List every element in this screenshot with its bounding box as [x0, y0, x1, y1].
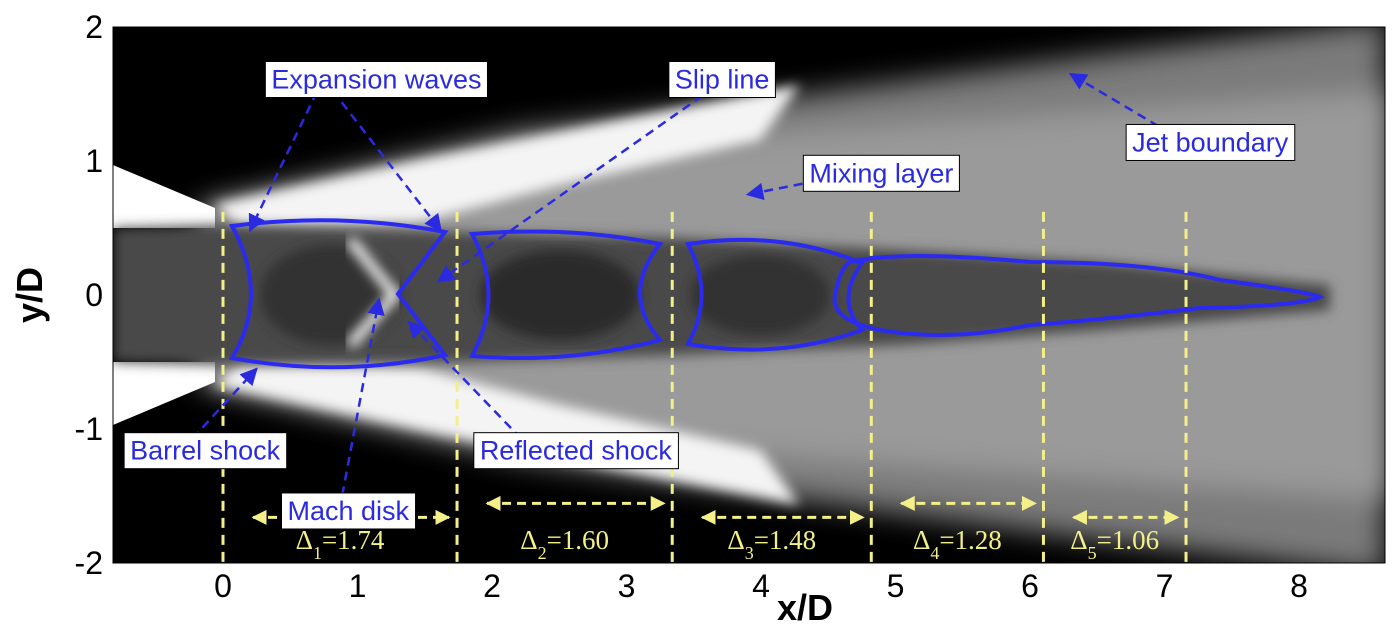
- y-axis-label: y/D: [9, 267, 50, 323]
- core-dark-cell: [260, 245, 400, 345]
- shock-cell-3: [684, 237, 866, 352]
- annotation: Barrel shock: [123, 367, 288, 470]
- y-tick-label: 1: [85, 143, 103, 179]
- annotation-label: Expansion waves: [271, 65, 481, 95]
- annotation: Jet boundary: [1068, 72, 1296, 161]
- shock-outlines: [228, 218, 1325, 370]
- core-dark-cell: [690, 255, 830, 335]
- annotation-box: [1125, 123, 1296, 161]
- y-axis: -2 -1 0 1 2: [75, 9, 103, 581]
- shock-cell-4: [832, 254, 1325, 337]
- annotation: Expansion waves: [248, 61, 488, 233]
- y-tick-label: 0: [85, 277, 103, 313]
- x-tick-label: 1: [349, 568, 367, 604]
- x-tick-label: 6: [1021, 568, 1039, 604]
- x-tick-label: 3: [618, 568, 636, 604]
- shock-cell-label: Δ1=1.74: [296, 525, 385, 563]
- annotations: Expansion waves Slip line Mixing layer Jet …: [123, 61, 1296, 530]
- contour-field: [113, 27, 1385, 563]
- shock-cell-2: [468, 229, 664, 360]
- annotation: Mixing layer: [745, 154, 960, 201]
- mach-disk-glow: [346, 236, 402, 349]
- annotation-arrow: [248, 77, 325, 233]
- shock-cell-label: Δ2=1.60: [520, 525, 609, 563]
- shock-cell-measurements: Δ1=1.74 Δ2=1.60 Δ3=1.48 Δ4=1.28 Δ5=1.06: [221, 211, 1188, 563]
- x-tick-label: 5: [887, 568, 905, 604]
- x-tick-label: 2: [483, 568, 501, 604]
- x-tick-label: 8: [1290, 568, 1308, 604]
- annotation-arrow: [338, 297, 385, 511]
- x-axis: 0 1 2 3 4 5 6 7 8: [214, 568, 1308, 604]
- x-tick-label: 4: [752, 568, 770, 604]
- annotation-label: Slip line: [675, 65, 770, 95]
- annotation-box: [264, 61, 488, 98]
- annotation-label: Reflected shock: [480, 436, 673, 466]
- x-tick-label: 0: [214, 568, 232, 604]
- x-axis-label: x/D: [777, 587, 833, 624]
- annotation: Slip line: [436, 61, 776, 283]
- annotation-arrow: [322, 77, 442, 233]
- annotation-label: Mixing layer: [809, 158, 953, 188]
- annotation-label: Barrel shock: [130, 436, 281, 466]
- x-tick-label: 7: [1156, 568, 1174, 604]
- mixing-layer-upper: [215, 85, 800, 228]
- annotation-label: Jet boundary: [1132, 127, 1289, 157]
- annotation-box: [473, 432, 679, 470]
- y-tick-label: 2: [85, 9, 103, 45]
- nozzle-lower: [113, 362, 215, 425]
- y-tick-label: -1: [75, 411, 103, 447]
- annotation-box: [668, 61, 776, 98]
- shock-cell-label: Δ5=1.06: [1070, 525, 1159, 563]
- shock-cell-label: Δ3=1.48: [727, 525, 816, 563]
- annotation-box: [123, 432, 288, 470]
- annotation-label: Mach disk: [287, 496, 409, 526]
- plot-frame: [112, 26, 1386, 564]
- annotation-box: [280, 492, 417, 530]
- core-dark-cell: [480, 250, 640, 340]
- nozzle-upper: [113, 165, 215, 228]
- annotation: Reflected shock: [407, 320, 679, 470]
- annotation-box: [802, 154, 960, 192]
- annotation: Mach disk: [280, 297, 417, 530]
- y-tick-label: -2: [75, 545, 103, 581]
- shock-cell-1: [228, 218, 449, 370]
- shock-cell-label: Δ4=1.28: [913, 525, 1002, 563]
